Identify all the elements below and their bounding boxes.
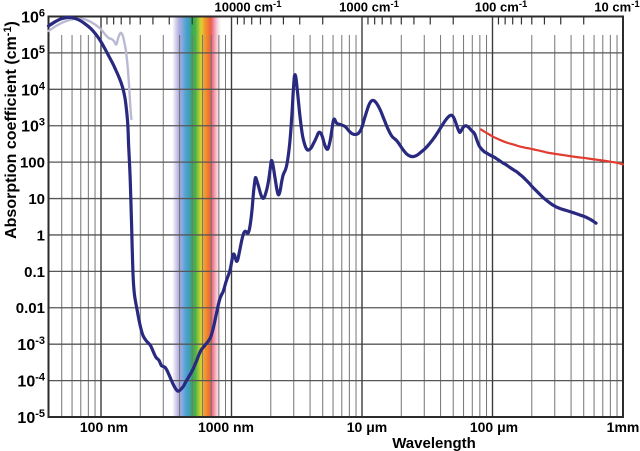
svg-text:10 μm: 10 μm [347, 419, 387, 435]
svg-text:1: 1 [37, 227, 45, 244]
svg-text:10 cm-1: 10 cm-1 [594, 0, 640, 15]
svg-text:0.01: 0.01 [16, 300, 45, 317]
svg-text:Absorption coefficient (cm-1): Absorption coefficient (cm-1) [2, 21, 20, 239]
svg-text:1000 cm-1: 1000 cm-1 [339, 0, 399, 15]
svg-text:100 cm-1: 100 cm-1 [475, 0, 528, 15]
svg-text:1000 nm: 1000 nm [198, 419, 254, 435]
svg-text:0.1: 0.1 [24, 264, 45, 281]
svg-text:10: 10 [28, 191, 45, 208]
svg-text:100 μm: 100 μm [470, 419, 518, 435]
svg-text:1mm: 1mm [607, 419, 640, 435]
svg-text:100: 100 [20, 155, 45, 172]
svg-text:10000 cm-1: 10000 cm-1 [214, 0, 282, 15]
svg-text:100 nm: 100 nm [80, 419, 128, 435]
svg-text:Wavelength: Wavelength [392, 435, 476, 451]
